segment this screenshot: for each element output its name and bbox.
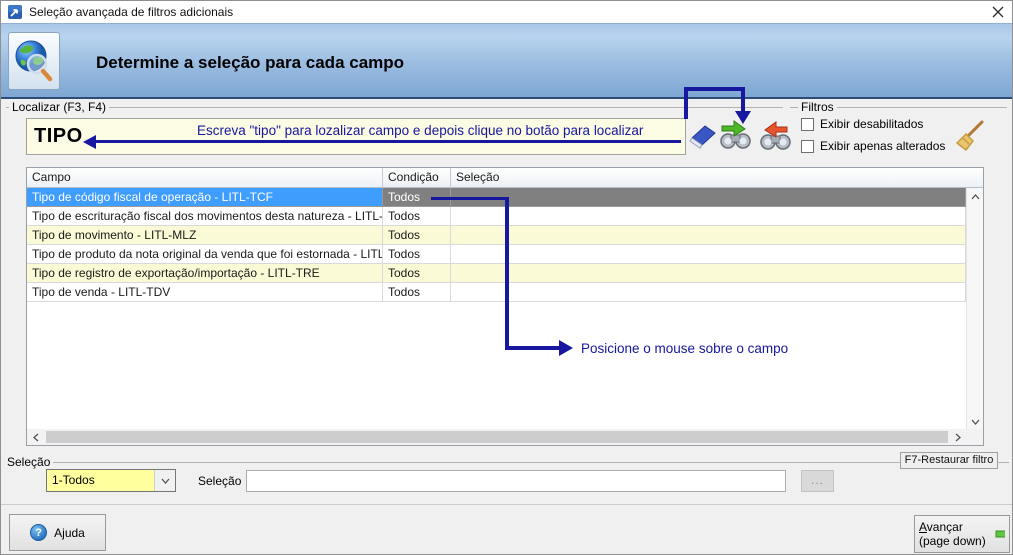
app-icon: [8, 5, 22, 19]
selecao-group-line: [6, 462, 1009, 463]
advance-button[interactable]: Avançar (page down): [914, 515, 1010, 553]
search-input-value: TIPO: [34, 125, 83, 147]
close-button[interactable]: [982, 1, 1012, 23]
scroll-right-button[interactable]: [949, 429, 966, 445]
scrollbar-corner: [966, 429, 983, 445]
eraser-icon[interactable]: [688, 123, 718, 150]
green-right-arrow-icon: [995, 530, 1005, 538]
filtros-group-label: Filtros: [798, 100, 837, 114]
scroll-up-button[interactable]: [967, 188, 984, 205]
annotation-arrowhead-down: [735, 111, 751, 124]
question-circle-icon: ?: [30, 524, 48, 541]
cell-campo[interactable]: Tipo de produto da nota original da vend…: [27, 245, 383, 264]
binoculars-back-icon[interactable]: [759, 120, 791, 150]
horizontal-scrollbar[interactable]: [27, 429, 966, 445]
vertical-scrollbar[interactable]: [966, 188, 983, 430]
table-row[interactable]: Tipo de movimento - LITL-MLZ Todos: [27, 226, 966, 245]
table-row[interactable]: Tipo de escrituração fiscal dos moviment…: [27, 207, 966, 226]
localizar-group-line: [6, 107, 783, 108]
header-icon-box: [8, 32, 60, 90]
cell-condicao[interactable]: Todos: [383, 226, 451, 245]
cell-selecao[interactable]: [451, 207, 966, 226]
dropdown-value: 1-Todos: [52, 473, 95, 487]
cell-campo[interactable]: Tipo de código fiscal de operação - LITL…: [27, 188, 383, 207]
filtros-group-line: [790, 107, 1007, 108]
cell-condicao[interactable]: Todos: [383, 207, 451, 226]
selection-type-dropdown[interactable]: 1-Todos: [46, 469, 176, 492]
help-button-label: Ajuda: [54, 525, 85, 540]
cell-campo[interactable]: Tipo de registro de exportação/importaçã…: [27, 264, 383, 283]
selecao-field-input[interactable]: [246, 470, 786, 492]
search-input[interactable]: [26, 118, 686, 155]
globe-search-icon: [15, 40, 53, 82]
selecao-group-label: Seleção: [4, 455, 54, 469]
chevron-left-icon: [32, 433, 38, 441]
cell-selecao[interactable]: [451, 188, 966, 207]
title-bar: Seleção avançada de filtros adicionais: [1, 1, 1012, 23]
browse-button[interactable]: ...: [801, 470, 834, 492]
table-row[interactable]: Tipo de venda - LITL-TDV Todos: [27, 283, 966, 302]
chevron-up-icon: [971, 193, 980, 199]
broom-icon[interactable]: [949, 119, 987, 153]
restore-filter-button[interactable]: F7-Restaurar filtro: [900, 452, 998, 469]
column-header-campo[interactable]: Campo: [27, 168, 383, 188]
cell-selecao[interactable]: [451, 264, 966, 283]
column-header-condicao[interactable]: Condição: [383, 168, 451, 188]
cell-selecao[interactable]: [451, 226, 966, 245]
page-title: Determine a seleção para cada campo: [96, 53, 405, 72]
checkbox-label: Exibir apenas alterados: [820, 139, 946, 153]
chevron-down-icon: [154, 470, 175, 491]
cell-campo[interactable]: Tipo de venda - LITL-TDV: [27, 283, 383, 302]
checkbox-exibir-desabilitados[interactable]: [801, 118, 814, 131]
cell-selecao[interactable]: [451, 245, 966, 264]
annotation-arrowhead-right: [559, 340, 573, 356]
chevron-right-icon: [955, 433, 961, 441]
scroll-left-button[interactable]: [27, 429, 44, 445]
annotation-arrowhead-left: [83, 135, 96, 149]
table-row[interactable]: Tipo de produto da nota original da vend…: [27, 245, 966, 264]
window-title: Seleção avançada de filtros adicionais: [29, 5, 234, 19]
table-header: Campo Condição Seleção: [27, 168, 983, 188]
help-button[interactable]: ? Ajuda: [9, 514, 106, 551]
advance-button-label: Avançar (page down): [919, 520, 986, 548]
cell-condicao[interactable]: Todos: [383, 188, 451, 207]
chevron-down-icon: [971, 419, 980, 425]
checkbox-label: Exibir desabilitados: [820, 117, 924, 131]
localizar-group-label: Localizar (F3, F4): [9, 100, 110, 114]
footer-divider: [1, 504, 1012, 505]
header-band: Determine a seleção para cada campo: [1, 23, 1012, 99]
table-row[interactable]: Tipo de código fiscal de operação - LITL…: [27, 188, 966, 207]
scrollbar-thumb[interactable]: [46, 431, 948, 443]
checkbox-exibir-apenas-alterados[interactable]: [801, 140, 814, 153]
cell-selecao[interactable]: [451, 283, 966, 302]
selecao-field-label: Seleção: [198, 474, 242, 488]
table-row[interactable]: Tipo de registro de exportação/importaçã…: [27, 264, 966, 283]
scroll-down-button[interactable]: [967, 413, 984, 430]
cell-condicao[interactable]: Todos: [383, 245, 451, 264]
column-header-selecao[interactable]: Seleção: [456, 170, 500, 184]
cell-condicao[interactable]: Todos: [383, 283, 451, 302]
close-icon: [992, 6, 1003, 18]
cell-campo[interactable]: Tipo de escrituração fiscal dos moviment…: [27, 207, 383, 226]
cell-campo[interactable]: Tipo de movimento - LITL-MLZ: [27, 226, 383, 245]
cell-condicao[interactable]: Todos: [383, 264, 451, 283]
binoculars-locate-icon[interactable]: [718, 118, 752, 150]
fields-table: Campo Condição Seleção Tipo de código fi…: [26, 167, 984, 446]
